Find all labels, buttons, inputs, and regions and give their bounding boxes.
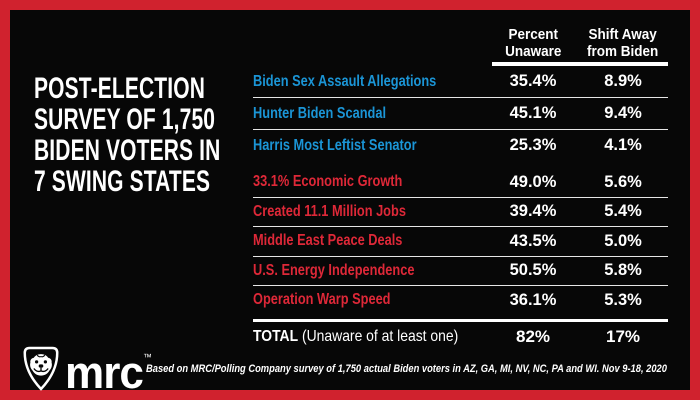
title-line-1: POST-ELECTION [34,72,206,105]
row-value-unaware: 35.4% [509,72,557,90]
row-label: U.S. Energy Independence [253,261,415,279]
total-row: TOTAL (Unaware of at least one) 82% 17% [253,322,668,353]
row-value-shift: 5.8% [604,261,642,280]
survey-table: Biden Sex Assault Allegations 35.4% 8.9%… [253,66,668,353]
row-value-shift: 8.9% [604,72,642,90]
table-row: Middle East Peace Deals 43.5% 5.0% [253,227,668,257]
table-row: Harris Most Leftist Senator 25.3% 4.1% [253,130,668,161]
row-label: Hunter Biden Scandal [253,104,386,122]
title-line-3: BIDEN VOTERS IN [34,134,221,167]
column-header-shift-away: Shift Away from Biden [578,26,668,60]
infographic-canvas: POST-ELECTION SURVEY OF 1,750 BIDEN VOTE… [10,10,690,399]
row-value-unaware: 45.1% [509,104,557,122]
table-row: Created 11.1 Million Jobs 39.4% 5.4% [253,198,668,227]
row-value-unaware: 49.0% [509,172,557,191]
row-value-unaware: 50.5% [509,261,557,280]
total-label-bold: TOTAL [253,328,299,345]
header-line-2: Unaware [504,43,562,60]
row-label: Operation Warp Speed [253,291,391,309]
row-value-shift: 5.0% [604,231,642,250]
total-label-rest: (Unaware of at least one) [298,328,459,345]
table-row: 33.1% Economic Growth 49.0% 5.6% [253,168,668,198]
row-label: Created 11.1 Million Jobs [253,202,406,220]
header-line-2: from Biden [587,43,659,60]
row-label: Harris Most Leftist Senator [253,136,417,154]
header-spacer [253,26,488,60]
mrc-bulldog-shield-icon [23,346,59,391]
row-label: 33.1% Economic Growth [253,173,403,191]
section-trump-achievements: 33.1% Economic Growth 49.0% 5.6% Created… [253,168,668,315]
row-value-shift: 9.4% [604,104,642,122]
row-value-shift: 5.3% [604,290,642,309]
row-value-unaware: 39.4% [509,202,557,221]
mrc-wordmark: mrc™ [65,347,152,399]
title-line-4: 7 SWING STATES [34,165,211,198]
table-row: Operation Warp Speed 36.1% 5.3% [253,286,668,315]
header-line-1: Shift Away [588,26,658,43]
header-line-1: Percent [508,26,558,43]
header-underline [492,62,668,66]
section-biden-stories: Biden Sex Assault Allegations 35.4% 8.9%… [253,66,668,161]
mrc-logo: mrc™ [20,344,154,399]
trademark-symbol: ™ [142,352,152,363]
row-label: Biden Sex Assault Allegations [253,72,437,90]
row-value-shift: 5.6% [604,172,642,191]
page-title: POST-ELECTION SURVEY OF 1,750 BIDEN VOTE… [34,73,220,197]
title-line-2: SURVEY OF 1,750 [34,103,216,136]
row-value-shift: 5.4% [604,202,642,221]
row-label: Middle East Peace Deals [253,232,403,250]
total-divider-line [253,318,668,322]
row-value-shift: 4.1% [604,136,642,154]
total-value-unaware: 82% [515,327,551,346]
table-row: Hunter Biden Scandal 45.1% 9.4% [253,98,668,130]
table-row: U.S. Energy Independence 50.5% 5.8% [253,257,668,286]
row-value-unaware: 43.5% [509,231,557,250]
column-header-percent-unaware: Percent Unaware [488,26,578,60]
total-value-shift: 17% [605,327,641,346]
table-column-headers: Percent Unaware Shift Away from Biden [253,26,668,60]
table-row: Biden Sex Assault Allegations 35.4% 8.9% [253,66,668,98]
source-note: Based on MRC/Polling Company survey of 1… [146,363,667,375]
row-value-unaware: 25.3% [509,136,557,154]
total-label: TOTAL (Unaware of at least one) [253,328,488,346]
row-value-unaware: 36.1% [509,290,557,309]
